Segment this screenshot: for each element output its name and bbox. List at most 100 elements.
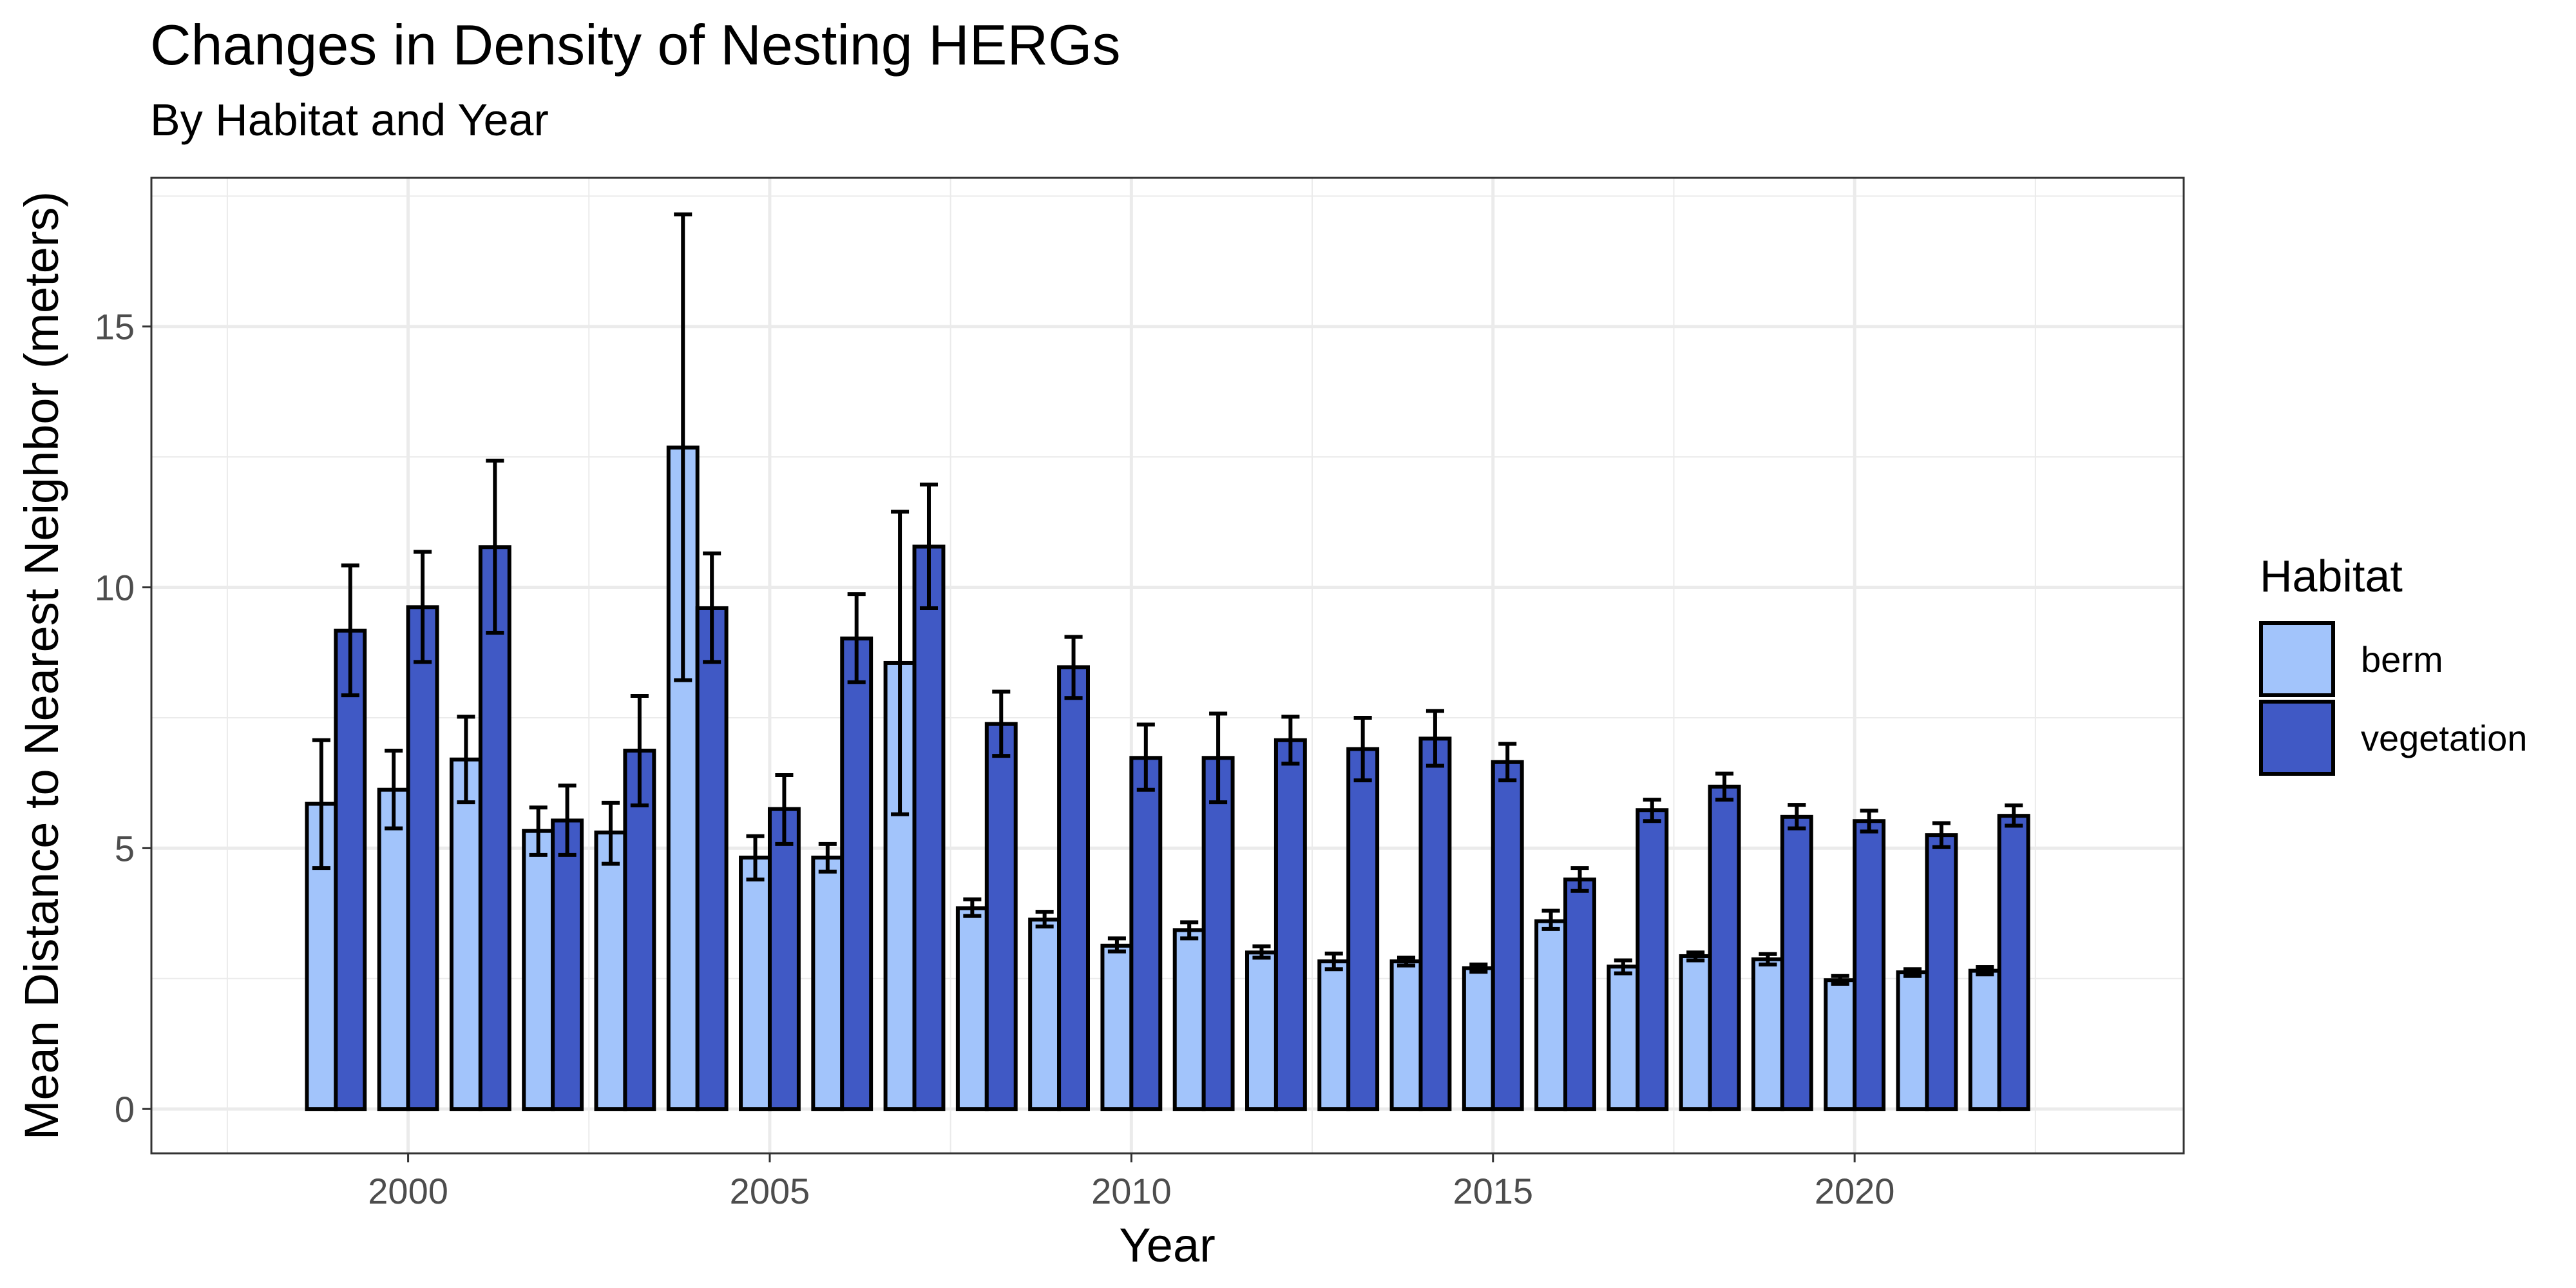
chart-subtitle: By Habitat and Year (150, 95, 549, 145)
error-bar-vegetation-2017 (1643, 798, 1661, 823)
bar-berm-2012 (1245, 950, 1278, 1111)
bar-vegetation-2017 (1636, 808, 1669, 1111)
bar-berm-2016 (1534, 919, 1568, 1111)
bar-vegetation-1999 (334, 628, 367, 1111)
bar-berm-2019 (1751, 957, 1784, 1111)
bar-berm-2006 (811, 855, 844, 1111)
error-bar-berm-2022 (1976, 965, 1994, 977)
error-bar-vegetation-2020 (1860, 809, 1878, 834)
bar-berm-2021 (1896, 970, 1929, 1111)
error-bar-vegetation-2007 (919, 483, 939, 610)
error-bar-vegetation-2004 (703, 551, 721, 664)
error-bar-berm-2002 (529, 805, 548, 857)
error-bar-berm-2018 (1686, 950, 1705, 963)
bar-vegetation-2014 (1418, 736, 1452, 1111)
bar-berm-2003 (594, 831, 627, 1111)
error-bar-berm-2008 (963, 897, 982, 918)
error-bar-berm-2001 (457, 715, 475, 805)
bar-berm-2022 (1968, 968, 2001, 1111)
bar-vegetation-2016 (1563, 877, 1596, 1111)
bar-berm-2010 (1100, 943, 1134, 1111)
y-tick-label-15: 15 (95, 307, 135, 347)
bar-berm-2018 (1679, 954, 1712, 1111)
bar-berm-2005 (739, 855, 772, 1111)
error-bar-berm-2015 (1469, 962, 1488, 974)
error-bar-vegetation-2019 (1788, 803, 1806, 831)
bar-berm-2001 (449, 757, 482, 1111)
error-bar-vegetation-2015 (1498, 742, 1517, 783)
legend-title: Habitat (2260, 551, 2403, 601)
chart-title: Changes in Density of Nesting HERGs (150, 13, 1120, 77)
bar-berm-2002 (522, 829, 555, 1111)
bar-vegetation-2000 (406, 605, 439, 1111)
bar-vegetation-2018 (1708, 784, 1741, 1111)
plot-border (150, 177, 2185, 1155)
bar-vegetation-2020 (1853, 819, 1886, 1111)
bar-vegetation-2002 (551, 818, 584, 1111)
y-tick-label-0: 0 (115, 1089, 135, 1129)
legend-label-vegetation: vegetation (2361, 718, 2527, 758)
bar-berm-2000 (377, 787, 410, 1111)
error-bar-vegetation-2016 (1570, 866, 1589, 893)
bar-vegetation-2015 (1491, 760, 1524, 1111)
bar-vegetation-2004 (695, 606, 729, 1111)
bar-marks (305, 445, 2030, 1111)
legend-label-berm: berm (2361, 639, 2443, 680)
error-bar-berm-2013 (1324, 951, 1343, 972)
legend-swatch-berm (2259, 621, 2335, 697)
x-tick-label-2020: 2020 (1815, 1171, 1895, 1211)
bar-berm-2011 (1172, 928, 1206, 1111)
error-bar-vegetation-2010 (1136, 722, 1155, 792)
error-bar-vegetation-2013 (1353, 715, 1372, 783)
error-bar-vegetation-2012 (1281, 715, 1300, 766)
y-tick-label-5: 5 (115, 828, 135, 869)
error-bar-berm-2006 (818, 841, 837, 874)
error-bar-berm-2019 (1759, 952, 1777, 966)
bar-berm-2015 (1462, 966, 1495, 1111)
bar-berm-2014 (1389, 959, 1423, 1111)
error-bar-vegetation-2008 (992, 689, 1011, 758)
error-bar-berm-2004 (674, 212, 692, 682)
axis-ticks: 0 5 10 15 2000 2005 2010 2015 2020 (95, 307, 1895, 1211)
x-axis-title: Year (1119, 1218, 1216, 1272)
y-axis-title: Mean Distance to Nearest Neighbor (meter… (15, 191, 68, 1140)
error-bar-berm-2021 (1903, 967, 1922, 978)
error-bar-berm-2011 (1180, 920, 1199, 941)
bar-vegetation-2011 (1201, 756, 1235, 1111)
bar-berm-2020 (1824, 978, 1857, 1111)
error-bar-vegetation-2003 (630, 693, 649, 807)
bar-berm-2013 (1317, 959, 1351, 1111)
error-bar-berm-2003 (601, 800, 620, 866)
x-tick-label-2000: 2000 (368, 1171, 448, 1211)
x-tick-label-2015: 2015 (1453, 1171, 1533, 1211)
error-bar-berm-2005 (746, 834, 765, 881)
error-bar-berm-2020 (1831, 974, 1849, 986)
bar-vegetation-2012 (1274, 738, 1307, 1111)
y-tick-label-10: 10 (95, 568, 135, 608)
error-bar-vegetation-2000 (414, 550, 432, 664)
bar-vegetation-2010 (1129, 756, 1163, 1111)
error-bar-berm-2000 (385, 748, 403, 831)
bar-vegetation-2021 (1925, 833, 1958, 1111)
error-bar-vegetation-2014 (1426, 709, 1444, 768)
error-bar-vegetation-2002 (558, 783, 577, 857)
error-bar-vegetation-2006 (847, 592, 866, 684)
error-bar-vegetation-1999 (341, 563, 359, 698)
x-tick-label-2005: 2005 (730, 1171, 810, 1211)
legend: Habitat berm vegetation (2259, 551, 2527, 776)
bar-berm-2017 (1607, 965, 1640, 1111)
error-bar-vegetation-2022 (2005, 803, 2023, 828)
error-bar-berm-2014 (1397, 956, 1416, 968)
bar-vegetation-2019 (1780, 814, 1813, 1111)
error-bar-vegetation-2018 (1715, 771, 1734, 802)
error-bar-berm-2017 (1614, 958, 1632, 976)
error-bar-vegetation-2005 (775, 773, 794, 846)
x-tick-label-2010: 2010 (1091, 1171, 1172, 1211)
bar-berm-2009 (1028, 918, 1062, 1111)
error-bar-berm-2009 (1035, 910, 1054, 928)
error-bar-vegetation-2001 (486, 458, 504, 635)
error-bars (312, 212, 2023, 986)
error-bar-berm-2016 (1541, 908, 1560, 931)
